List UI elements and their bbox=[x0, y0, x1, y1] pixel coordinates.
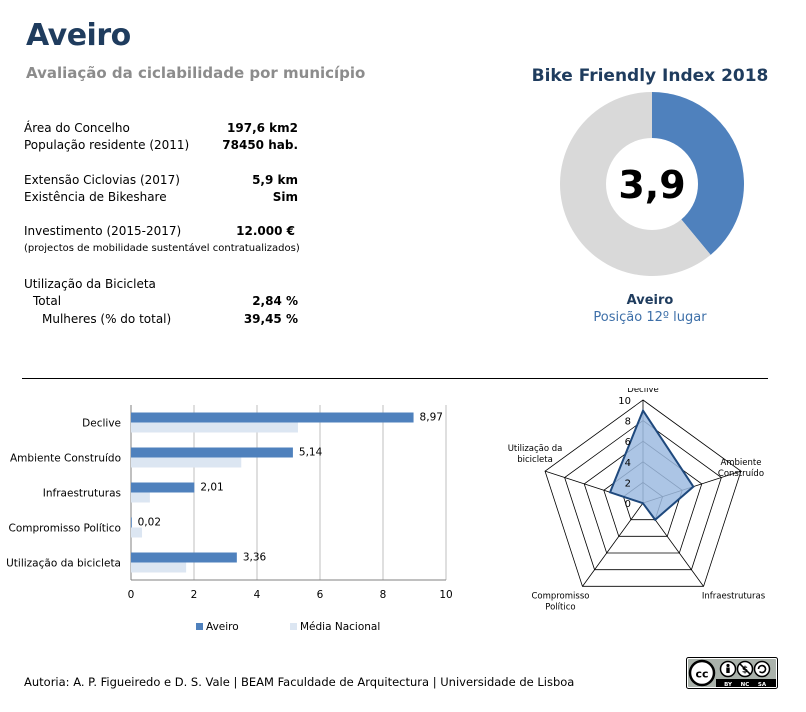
bike-usage-total-value: 2,84 % bbox=[252, 294, 298, 308]
indicator-bar-chart: Declive Ambiente Construído Infraestrutura… bbox=[6, 405, 453, 633]
category-label: Infraestruturas bbox=[43, 488, 121, 500]
population-label: População residente (2011) bbox=[24, 138, 190, 152]
cc-by-label: BY bbox=[724, 682, 733, 688]
investment-label: Investimento (2015-2017) bbox=[24, 224, 182, 238]
legend-swatch-nacional bbox=[290, 623, 297, 630]
radar-axis-label: Infraestruturas bbox=[702, 591, 766, 601]
area-label: Área do Concelho bbox=[24, 121, 130, 135]
bike-usage-total-label: Total bbox=[33, 294, 62, 308]
bar-value-label: 0,02 bbox=[138, 517, 161, 529]
radar-axis-label: Ambiente Construído bbox=[718, 458, 764, 479]
page-title: Aveiro bbox=[26, 18, 131, 53]
radar-axis-label: Declive bbox=[627, 388, 658, 395]
category-label: Ambiente Construído bbox=[10, 453, 121, 465]
x-tick-label: 10 bbox=[439, 589, 452, 601]
bar-aveiro bbox=[131, 552, 237, 563]
investment-note: (projectos de mobilidade sustentável con… bbox=[24, 243, 300, 254]
svg-text:$: $ bbox=[742, 666, 748, 676]
bar-value-label: 2,01 bbox=[200, 482, 223, 494]
legend-swatch-aveiro bbox=[196, 623, 203, 630]
bar-aveiro bbox=[131, 447, 293, 458]
bar-aveiro bbox=[131, 482, 195, 493]
bar-media-nacional bbox=[131, 527, 143, 538]
radar-tick-label: 8 bbox=[625, 417, 631, 428]
bar-media-nacional bbox=[131, 562, 187, 573]
bar-media-nacional bbox=[131, 492, 150, 503]
radar-area-aveiro bbox=[608, 408, 695, 522]
legend-label-nacional: Média Nacional bbox=[300, 621, 380, 633]
radar-axis-label: Utilização da bicicleta bbox=[508, 444, 563, 465]
cc-sa-label: SA bbox=[758, 682, 767, 688]
donut-slice-score bbox=[652, 92, 744, 255]
index-city: Aveiro bbox=[626, 293, 674, 308]
radar-tick-label: 0 bbox=[625, 499, 631, 510]
bar-media-nacional bbox=[131, 457, 242, 468]
bike-usage-label: Utilização da Bicicleta bbox=[24, 277, 156, 291]
legend-label-aveiro: Aveiro bbox=[206, 621, 239, 633]
x-tick-label: 2 bbox=[191, 589, 198, 601]
radar-ring bbox=[564, 420, 722, 571]
radar-tick-label: 6 bbox=[625, 437, 631, 448]
bar-aveiro bbox=[131, 412, 414, 423]
index-donut-chart: 3,9 bbox=[560, 92, 744, 276]
donut-hole bbox=[606, 138, 698, 230]
ciclovias-value: 5,9 km bbox=[252, 173, 298, 187]
radar-tick-label: 10 bbox=[618, 396, 631, 407]
x-tick-label: 0 bbox=[128, 589, 135, 601]
index-position: Posição 12º lugar bbox=[593, 310, 707, 325]
bikeshare-value: Sim bbox=[272, 190, 298, 204]
bar-value-label: 8,97 bbox=[420, 412, 443, 424]
index-score: 3,9 bbox=[618, 163, 685, 207]
page-subtitle: Avaliação da ciclabilidade por município bbox=[26, 64, 366, 82]
footer-credit: Autoria: A. P. Figueiredo e D. S. Vale |… bbox=[24, 675, 575, 689]
radar-ring bbox=[544, 399, 742, 587]
bike-usage-women-label: Mulheres (% do total) bbox=[42, 312, 172, 326]
category-label: Declive bbox=[82, 418, 121, 430]
bar-aveiro bbox=[131, 517, 132, 528]
svg-text:cc: cc bbox=[695, 668, 708, 681]
bar-value-label: 3,36 bbox=[243, 552, 267, 564]
index-title: Bike Friendly Index 2018 bbox=[531, 66, 769, 86]
population-value: 78450 hab. bbox=[222, 138, 298, 152]
category-label: Utilização da bicicleta bbox=[6, 558, 121, 570]
cc-nc-label: NC bbox=[741, 682, 750, 688]
bar-value-label: 5,14 bbox=[299, 447, 323, 459]
ciclovias-label: Extensão Ciclovias (2017) bbox=[24, 173, 180, 187]
radar-ring bbox=[583, 440, 703, 554]
radar-tick-label: 4 bbox=[625, 458, 631, 469]
x-tick-label: 4 bbox=[254, 589, 261, 601]
radar-axis-label: Compromisso Político bbox=[531, 591, 589, 612]
indicator-radar-chart: 0 2 4 6 8 10 Declive Ambiente Construído Infraes… bbox=[508, 388, 766, 612]
section-divider bbox=[22, 378, 768, 379]
x-tick-label: 8 bbox=[380, 589, 387, 601]
radar-tick-label: 2 bbox=[625, 478, 631, 489]
category-label: Compromisso Político bbox=[9, 523, 121, 535]
bike-usage-women-value: 39,45 % bbox=[243, 312, 298, 326]
area-value: 197,6 km2 bbox=[227, 121, 298, 135]
x-tick-label: 6 bbox=[317, 589, 324, 601]
bar-media-nacional bbox=[131, 422, 298, 433]
investment-value: 12.000 € bbox=[236, 224, 295, 238]
cc-license-icon: cc $ BY NC SA bbox=[686, 657, 778, 689]
bikeshare-label: Existência de Bikeshare bbox=[24, 190, 167, 204]
radar-spoke bbox=[582, 502, 644, 587]
